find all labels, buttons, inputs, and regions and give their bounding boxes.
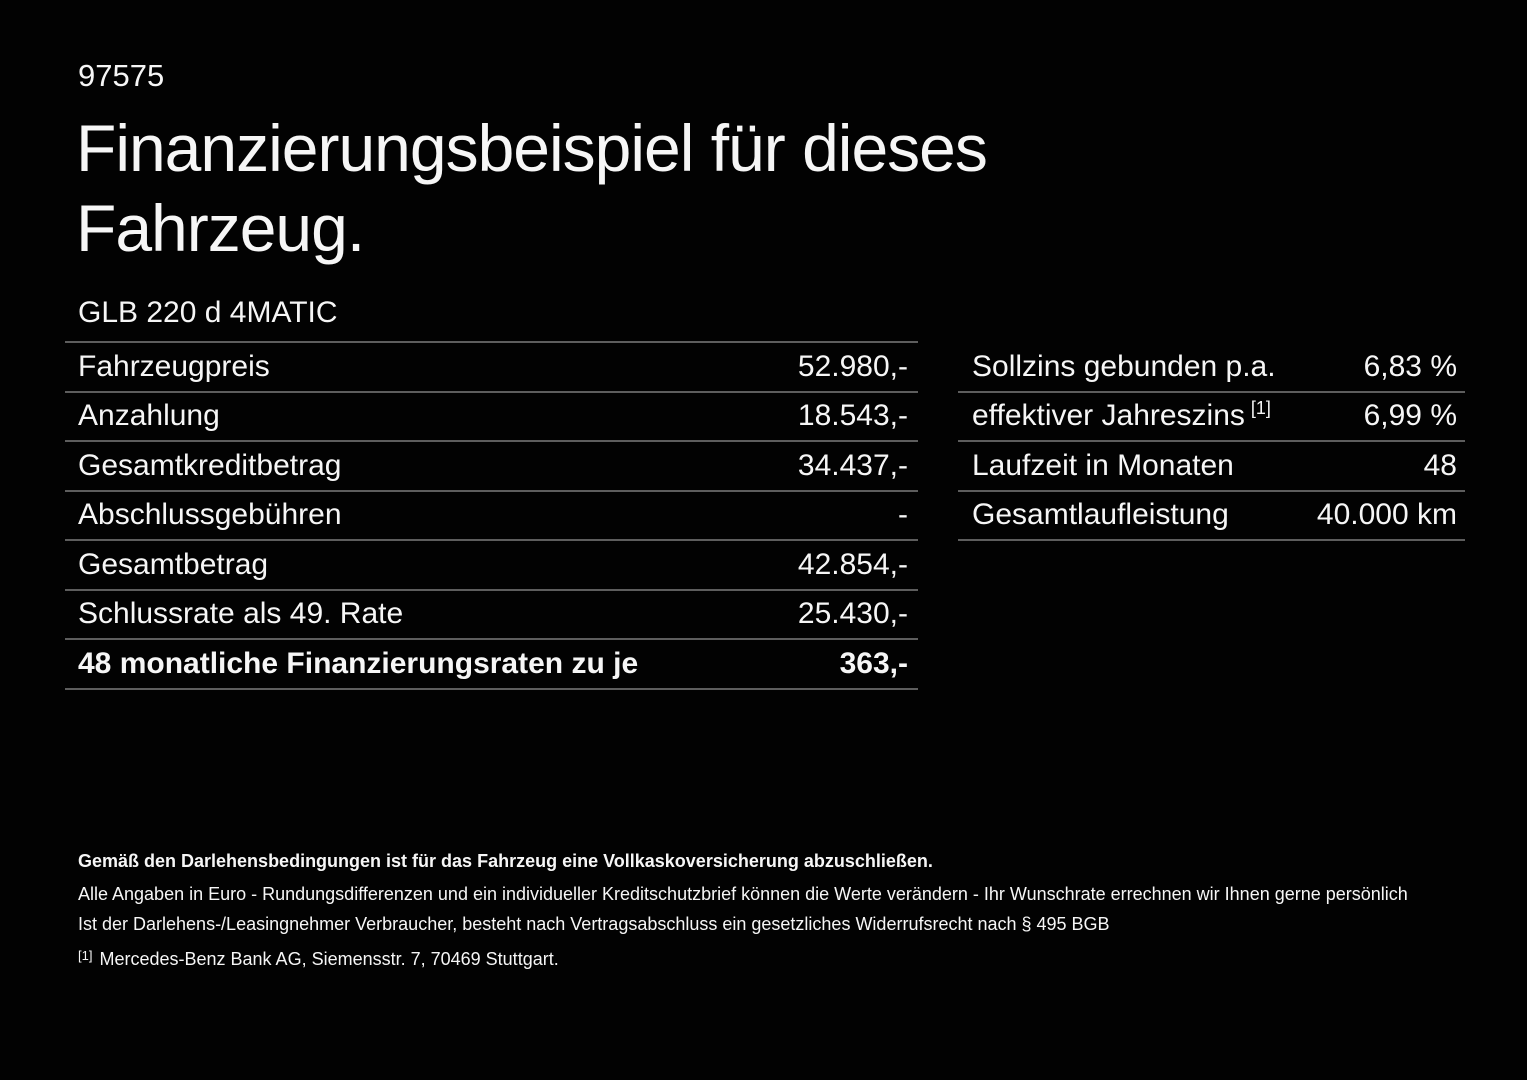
table-row: Fahrzeugpreis 52.980,- xyxy=(65,343,918,393)
row-value: - xyxy=(898,498,908,532)
row-label: 48 monatliche Finanzierungsraten zu je xyxy=(78,646,639,680)
table-row-monthly-rate: 48 monatliche Finanzierungsraten zu je 3… xyxy=(65,640,918,690)
row-value: 52.980,- xyxy=(797,349,908,383)
table-row: Abschlussgebühren - xyxy=(65,492,918,541)
row-label: Sollzins gebunden p.a. xyxy=(972,349,1276,383)
row-value: 6,99 % xyxy=(1363,399,1457,433)
disclaimer-euro: Alle Angaben in Euro - Rundungsdifferenz… xyxy=(78,884,1408,904)
finance-table: Fahrzeugpreis 52.980,- Anzahlung 18.543,… xyxy=(65,341,918,690)
row-label: Gesamtkreditbetrag xyxy=(78,448,342,482)
footnote: [1] Mercedes-Benz Bank AG, Siemensstr. 7,… xyxy=(78,944,1458,976)
table-row: Gesamtlaufleistung 40.000 km xyxy=(958,492,1465,541)
footnote-text: Mercedes-Benz Bank AG, Siemensstr. 7, 70… xyxy=(99,949,559,969)
row-label: Gesamtlaufleistung xyxy=(972,498,1229,532)
row-label: Fahrzeugpreis xyxy=(78,349,270,383)
table-row: Laufzeit in Monaten 48 xyxy=(958,442,1465,492)
footnote-marker: [1] xyxy=(78,948,93,963)
row-label: Anzahlung xyxy=(78,399,220,433)
vehicle-model: GLB 220 d 4MATIC xyxy=(78,296,338,329)
row-value: 18.543,- xyxy=(797,399,908,433)
table-row: Anzahlung 18.543,- xyxy=(65,393,918,442)
row-label: Laufzeit in Monaten xyxy=(972,448,1234,482)
disclaimer-insurance: Gemäß den Darlehensbedingungen ist für d… xyxy=(78,851,933,871)
row-label: Abschlussgebühren xyxy=(78,498,342,532)
table-row: effektiver Jahreszins [1] 6,99 % xyxy=(958,393,1465,442)
row-label: Gesamtbetrag xyxy=(78,547,269,581)
page-title: Finanzierungsbeispiel für dieses Fahrzeu… xyxy=(76,111,988,265)
row-label: Schlussrate als 49. Rate xyxy=(78,597,404,631)
row-value: 34.437,- xyxy=(797,448,908,482)
row-value: 42.854,- xyxy=(797,547,908,581)
conditions-table: Sollzins gebunden p.a. 6,83 % effektiver… xyxy=(958,343,1465,541)
footnote-ref: [1] xyxy=(1250,398,1271,419)
row-value: 6,83 % xyxy=(1363,349,1457,383)
legal-footer: Gemäß den Darlehensbedingungen ist für d… xyxy=(78,846,1458,976)
table-row: Gesamtbetrag 42.854,- xyxy=(65,541,918,591)
row-value: 48 xyxy=(1423,448,1457,482)
row-label-text: effektiver Jahreszins xyxy=(972,399,1245,433)
table-row: Sollzins gebunden p.a. 6,83 % xyxy=(958,343,1465,393)
disclaimer-withdrawal: Ist der Darlehens-/Leasingnehmer Verbrau… xyxy=(78,914,1110,934)
reference-number: 97575 xyxy=(78,58,165,93)
row-value: 363,- xyxy=(839,646,908,680)
row-value: 40.000 km xyxy=(1316,498,1457,532)
table-row: Gesamtkreditbetrag 34.437,- xyxy=(65,442,918,492)
table-row: Schlussrate als 49. Rate 25.430,- xyxy=(65,591,918,640)
row-value: 25.430,- xyxy=(797,597,908,631)
row-label: effektiver Jahreszins [1] xyxy=(972,398,1271,433)
